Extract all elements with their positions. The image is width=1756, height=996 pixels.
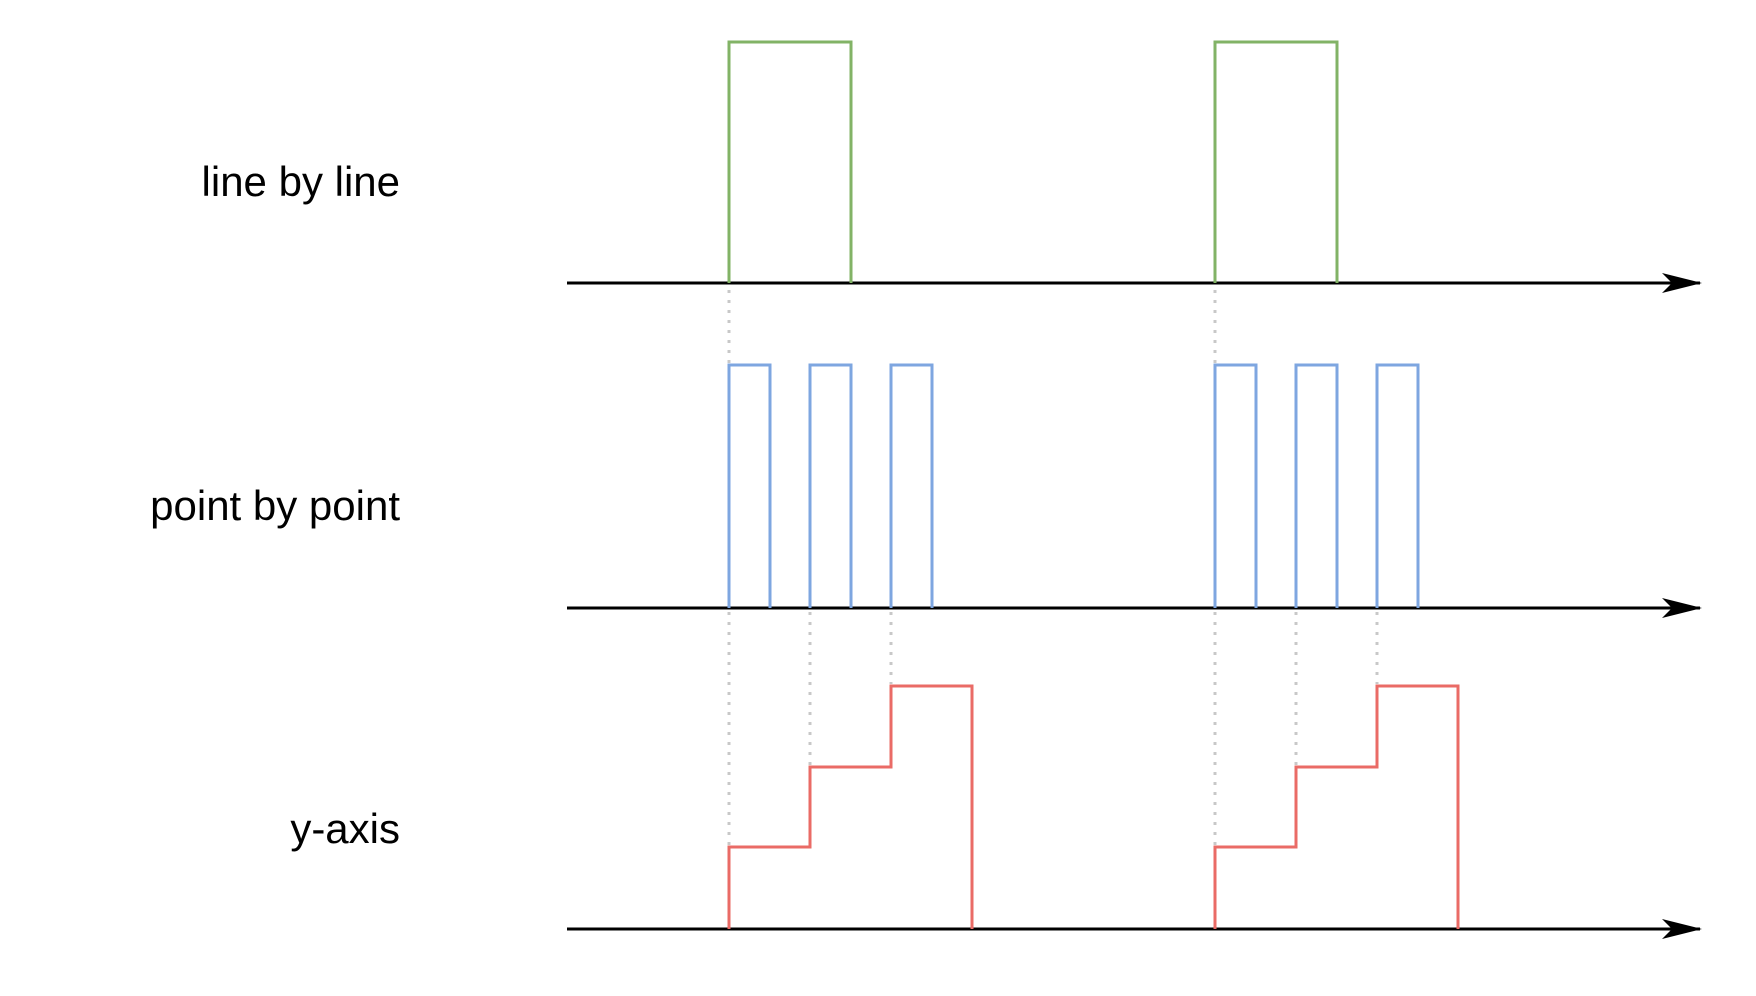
point-by-point-pulse	[889, 363, 934, 608]
line-by-line-pulse	[1213, 40, 1339, 283]
point-by-point-pulse	[1375, 363, 1420, 608]
point-by-point-pulse	[1294, 363, 1339, 608]
row-label-y-axis: y-axis	[290, 805, 400, 852]
y-axis-staircase	[1213, 684, 1460, 929]
point-by-point-pulse	[1213, 363, 1258, 608]
y-axis-staircase	[727, 684, 974, 929]
line-by-line-pulse	[727, 40, 853, 283]
guide-lines	[727, 290, 1379, 845]
point-by-point-pulse	[727, 363, 772, 608]
point-by-point-pulse	[808, 363, 853, 608]
row-label-line-by-line: line by line	[202, 158, 400, 205]
row-label-point-by-point: point by point	[150, 482, 400, 529]
